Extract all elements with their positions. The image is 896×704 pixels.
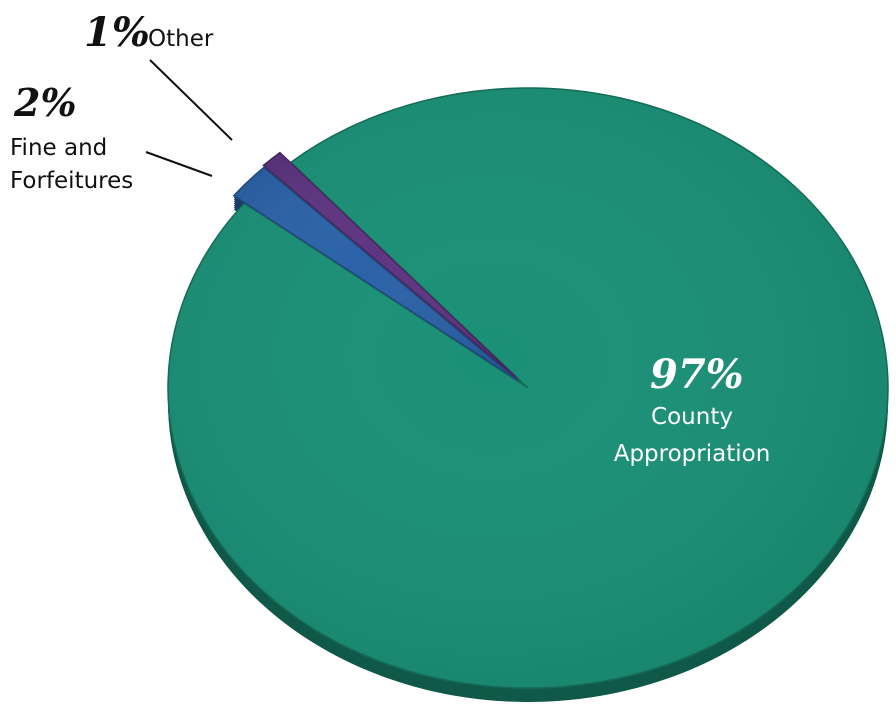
percent-label-county-appropriation: 97% xyxy=(650,351,744,398)
slice-label-fine-and-forfeitures-line-1: Forfeitures xyxy=(10,168,133,194)
leader-lines xyxy=(145,59,233,177)
slice-shading-2 xyxy=(263,152,518,379)
leader-line-other xyxy=(149,59,233,141)
slice-label-county-appropriation-line-0: County xyxy=(651,404,733,430)
percent-label-other: 1% xyxy=(84,9,150,56)
slice-label-other-line-0: Other xyxy=(148,26,214,52)
slice-labels: 97% County Appropriation 2% Fine and Forfeitu… xyxy=(10,9,770,467)
slice-shading-0 xyxy=(167,88,888,688)
percent-label-fine-and-forfeitures: 2% xyxy=(13,80,77,125)
pie-slices xyxy=(167,87,889,689)
slice-label-fine-and-forfeitures-line-0: Fine and xyxy=(10,135,107,161)
slice-shading-1 xyxy=(233,167,518,381)
slice-label-county-appropriation-line-1: Appropriation xyxy=(614,441,771,467)
leader-line-fine-and-forfeitures xyxy=(145,151,213,177)
